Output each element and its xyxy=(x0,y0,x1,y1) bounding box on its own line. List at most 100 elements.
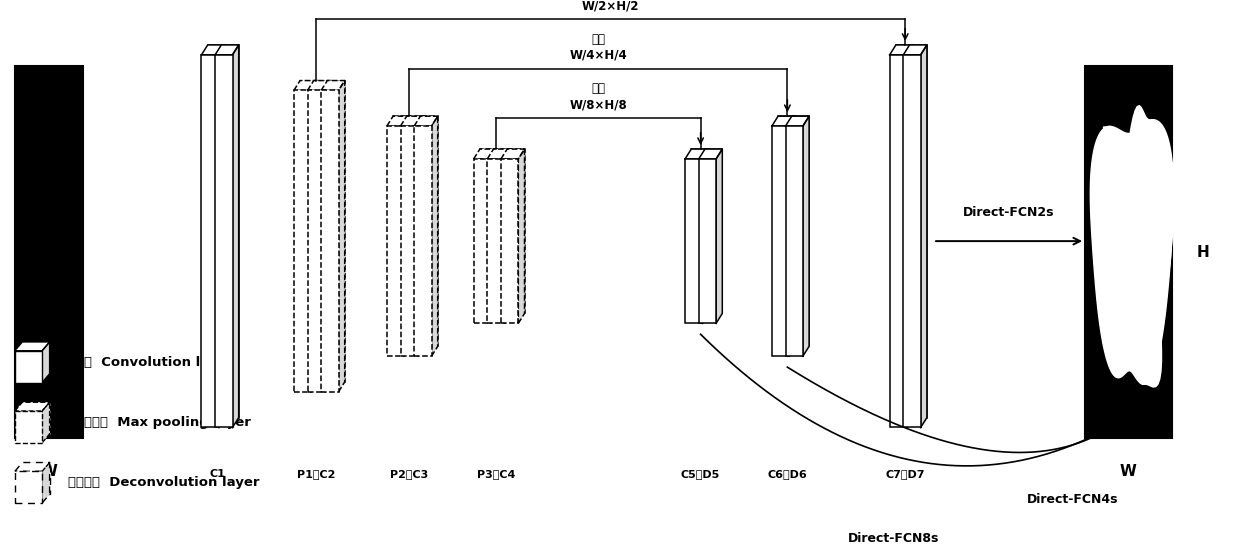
Polygon shape xyxy=(890,45,913,55)
Polygon shape xyxy=(321,81,345,90)
Bar xyxy=(15,411,42,443)
Bar xyxy=(895,45,913,418)
Text: P1、C2: P1、C2 xyxy=(298,469,335,478)
Text: 直连
W/8×H/8: 直连 W/8×H/8 xyxy=(569,82,627,111)
Bar xyxy=(786,126,804,356)
Text: Direct-FCN8s: Direct-FCN8s xyxy=(847,532,939,545)
Text: 卷积层  Convolution layer: 卷积层 Convolution layer xyxy=(68,356,233,369)
Polygon shape xyxy=(201,45,226,55)
Bar xyxy=(201,55,218,427)
Bar xyxy=(420,116,438,346)
Text: 直连
W/2×H/2: 直连 W/2×H/2 xyxy=(582,0,640,13)
Polygon shape xyxy=(1090,120,1173,384)
Polygon shape xyxy=(702,149,709,323)
Text: C1: C1 xyxy=(210,469,224,478)
Bar xyxy=(494,149,511,313)
Polygon shape xyxy=(42,402,50,443)
Bar xyxy=(401,126,418,356)
Text: 反卷积层  Deconvolution layer: 反卷积层 Deconvolution layer xyxy=(68,476,259,489)
Polygon shape xyxy=(218,45,226,427)
Polygon shape xyxy=(15,342,50,351)
Polygon shape xyxy=(518,149,525,323)
Polygon shape xyxy=(308,81,331,90)
Text: W: W xyxy=(1120,464,1137,479)
Text: Direct-FCN4s: Direct-FCN4s xyxy=(1027,493,1118,506)
Polygon shape xyxy=(908,45,913,427)
Bar xyxy=(474,159,491,323)
Bar xyxy=(308,90,325,392)
Polygon shape xyxy=(387,116,410,126)
Text: P3、C4: P3、C4 xyxy=(477,469,515,478)
Polygon shape xyxy=(294,81,317,90)
Bar xyxy=(327,81,345,382)
Polygon shape xyxy=(418,116,424,356)
Polygon shape xyxy=(311,81,317,392)
Text: Direct-FCN2s: Direct-FCN2s xyxy=(963,206,1055,219)
Bar xyxy=(779,116,796,346)
Polygon shape xyxy=(771,116,796,126)
Polygon shape xyxy=(474,149,497,159)
Text: W: W xyxy=(41,464,57,479)
Polygon shape xyxy=(42,342,50,383)
Text: P2、C3: P2、C3 xyxy=(391,469,428,478)
Bar xyxy=(684,159,702,323)
Polygon shape xyxy=(339,81,345,392)
Polygon shape xyxy=(903,45,928,55)
Bar xyxy=(507,149,525,313)
Text: H: H xyxy=(1197,244,1209,260)
Bar xyxy=(792,116,810,346)
Bar xyxy=(294,90,311,392)
Bar xyxy=(910,45,928,418)
Bar xyxy=(903,55,920,427)
Bar xyxy=(480,149,497,313)
Polygon shape xyxy=(15,463,50,471)
Polygon shape xyxy=(414,116,438,126)
Bar xyxy=(393,116,410,346)
Polygon shape xyxy=(804,116,810,356)
Polygon shape xyxy=(325,81,331,392)
Polygon shape xyxy=(15,402,50,411)
Bar xyxy=(15,471,42,503)
Polygon shape xyxy=(401,116,424,126)
Bar xyxy=(407,116,424,346)
Bar xyxy=(704,149,722,313)
Bar xyxy=(699,159,717,323)
Bar xyxy=(22,402,50,434)
Bar xyxy=(314,81,331,382)
Polygon shape xyxy=(920,45,928,427)
Polygon shape xyxy=(505,149,511,323)
Polygon shape xyxy=(684,149,709,159)
Polygon shape xyxy=(432,116,438,356)
Text: C6、D6: C6、D6 xyxy=(768,469,807,478)
Polygon shape xyxy=(233,45,238,427)
Polygon shape xyxy=(501,149,525,159)
Bar xyxy=(387,126,404,356)
Bar xyxy=(207,45,226,418)
Bar xyxy=(221,45,238,418)
Bar xyxy=(216,55,233,427)
Text: C7、D7: C7、D7 xyxy=(885,469,925,478)
Polygon shape xyxy=(491,149,497,323)
Bar xyxy=(321,90,339,392)
Text: C5、D5: C5、D5 xyxy=(681,469,720,478)
Text: 直连
W/4×H/4: 直连 W/4×H/4 xyxy=(569,33,627,62)
Bar xyxy=(1085,66,1172,438)
Polygon shape xyxy=(216,45,238,55)
Polygon shape xyxy=(790,116,796,356)
Bar xyxy=(15,351,42,383)
Bar xyxy=(501,159,518,323)
Bar xyxy=(487,159,505,323)
Polygon shape xyxy=(487,149,511,159)
Bar xyxy=(22,463,50,494)
Bar xyxy=(22,342,50,374)
Bar xyxy=(771,126,790,356)
Polygon shape xyxy=(1104,106,1179,387)
Polygon shape xyxy=(42,463,50,503)
Polygon shape xyxy=(786,116,810,126)
Text: 最大池化层  Max pooling layer: 最大池化层 Max pooling layer xyxy=(68,416,250,429)
Polygon shape xyxy=(404,116,410,356)
Bar xyxy=(300,81,317,382)
Polygon shape xyxy=(717,149,722,323)
Bar xyxy=(414,126,432,356)
Polygon shape xyxy=(699,149,722,159)
